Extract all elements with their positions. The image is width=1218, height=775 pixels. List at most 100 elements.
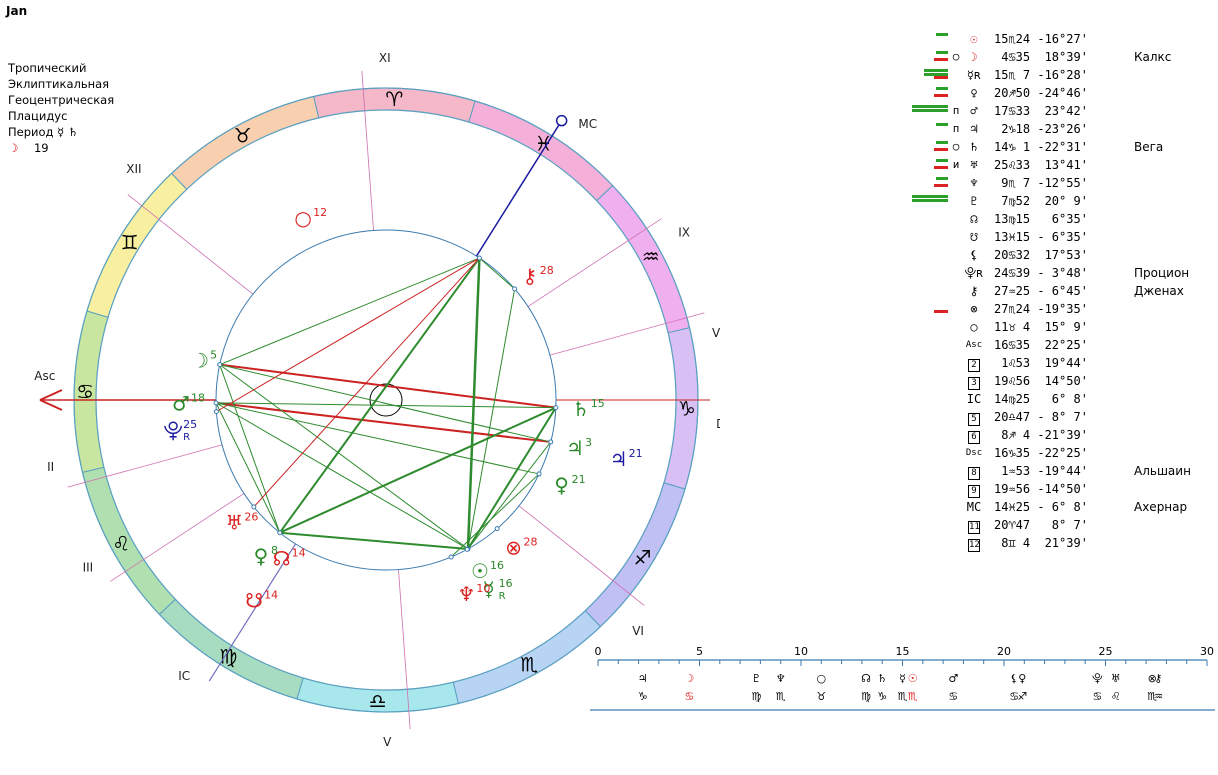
scale-planet-icon: ☽ bbox=[684, 672, 694, 685]
point-glyph-icon: 6 bbox=[964, 426, 984, 444]
aspect-line bbox=[215, 402, 281, 533]
zodiac-sign-glyph: ♈ bbox=[385, 87, 403, 111]
green-bar bbox=[936, 141, 948, 144]
planet-degree-label: 12 bbox=[313, 206, 327, 219]
center-type: Геоцентрическая bbox=[8, 93, 115, 107]
scale-sign-icon: ♑ bbox=[877, 690, 887, 703]
point-glyph-icon: ⊗ bbox=[970, 302, 978, 316]
planet-glyph-icon: ○ bbox=[294, 206, 311, 230]
retrograde-label: R bbox=[499, 591, 506, 602]
strength-bars bbox=[900, 303, 948, 317]
moon-icon: ☽ bbox=[8, 141, 19, 155]
aspect-point bbox=[512, 286, 518, 292]
scale-sign-icon: ♋ bbox=[1009, 690, 1019, 703]
planet-glyph-icon: ⚷ bbox=[522, 264, 537, 288]
planet-degree-label: 5 bbox=[210, 348, 217, 361]
scale-planet-icon: ○ bbox=[816, 672, 826, 685]
scale-planet-icon: ♄ bbox=[877, 672, 887, 685]
strength-bars bbox=[900, 465, 948, 479]
planet-degree-label: 26 bbox=[244, 511, 258, 524]
planet-glyph-icon: ♃ bbox=[610, 447, 628, 471]
strength-bars bbox=[900, 123, 948, 137]
point-glyph-icon: ♇ bbox=[970, 194, 978, 208]
scale-sign-icon: ♍ bbox=[861, 690, 871, 703]
strength-bars bbox=[900, 447, 948, 461]
point-glyph-icon: ☿ʀ bbox=[966, 68, 982, 82]
position-value: 20♐50 -24°46' bbox=[994, 86, 1088, 100]
strength-bars bbox=[900, 357, 948, 371]
point-glyph-icon: ♅ bbox=[970, 158, 978, 172]
fixed-star-name: Процион bbox=[1134, 266, 1190, 280]
house-cusp-line bbox=[67, 444, 223, 488]
position-value: 27♒25 - 6°45' bbox=[994, 284, 1088, 298]
house-label: VI bbox=[632, 624, 644, 638]
scale-sign-icon: ♋ bbox=[1092, 690, 1102, 703]
position-value: 1♌53 19°44' bbox=[994, 356, 1088, 370]
house-label: Dsc bbox=[716, 417, 720, 431]
point-glyph-icon: Asc bbox=[965, 340, 983, 350]
aspect-line bbox=[219, 257, 480, 366]
scale-tick-label: 10 bbox=[794, 645, 808, 658]
point-glyph-icon: ♃ bbox=[970, 122, 978, 136]
strength-bars bbox=[900, 69, 948, 83]
house-label: MC bbox=[578, 117, 597, 131]
position-value: 24♋39 - 3°48' bbox=[994, 266, 1088, 280]
point-glyph-icon: ☽ bbox=[970, 50, 978, 64]
point-glyph-icon: 9 bbox=[964, 480, 984, 498]
strength-bars bbox=[900, 321, 948, 335]
position-value: 19♌56 14°50' bbox=[994, 374, 1088, 388]
period-glyphs: ☿ ♄ bbox=[57, 125, 79, 139]
planet-glyph-icon: ⊗ bbox=[505, 536, 522, 560]
strength-bars bbox=[900, 501, 948, 515]
position-value: 4♋35 18°39' bbox=[994, 50, 1088, 64]
green-bar bbox=[936, 51, 948, 54]
planet-degree-label: 18 bbox=[191, 391, 205, 404]
aspect-line bbox=[467, 288, 516, 550]
aspect-mark: п bbox=[952, 122, 960, 135]
position-value: 15♏24 -16°27' bbox=[994, 32, 1088, 46]
planet-glyph-icon: ♃ bbox=[566, 436, 584, 460]
aspect-line bbox=[219, 363, 556, 409]
scale-tick-label: 30 bbox=[1200, 645, 1214, 658]
planet-degree-label: 14 bbox=[264, 589, 278, 602]
chart-title: Jan bbox=[6, 4, 28, 18]
house-cusp-line bbox=[361, 70, 374, 231]
green-bar bbox=[912, 195, 948, 198]
red-bar bbox=[934, 310, 948, 313]
point-glyph-icon: ♄ bbox=[970, 140, 978, 154]
position-value: 20♈47 8° 7' bbox=[994, 518, 1088, 532]
aspect-line bbox=[450, 473, 540, 558]
position-value: 17♋33 23°42' bbox=[994, 104, 1088, 118]
strength-bars bbox=[900, 231, 948, 245]
scale-sign-icon: ♐ bbox=[1017, 690, 1027, 703]
zodiac-sign-glyph: ♑ bbox=[678, 396, 696, 420]
planet-degree-label: 28 bbox=[540, 264, 554, 277]
green-bar bbox=[936, 33, 948, 36]
position-value: 1♒53 -19°44' bbox=[994, 464, 1088, 478]
house-cusp-line bbox=[110, 493, 245, 582]
scale-planet-icon: ☊ bbox=[861, 672, 871, 685]
asc-arrow-icon bbox=[39, 389, 63, 411]
strength-bars bbox=[900, 519, 948, 533]
position-value: 8♊ 4 21°39' bbox=[994, 536, 1088, 550]
aspect-line bbox=[215, 402, 540, 475]
zodiac-sign-glyph: ♍ bbox=[219, 644, 237, 668]
planet-degree-label: 8 bbox=[271, 544, 278, 557]
planet-degree-label: 21 bbox=[629, 447, 643, 460]
red-bar bbox=[934, 76, 948, 79]
zodiac-sign-glyph: ♎ bbox=[369, 689, 387, 713]
fixed-star-name: Альшаин bbox=[1134, 464, 1191, 478]
zodiac-sign-glyph: ♋ bbox=[76, 380, 94, 404]
position-value: 14♍25 6° 8' bbox=[994, 392, 1088, 406]
natal-chart-wheel[interactable]: ♋♌♍♎♏♐♑♒♓♈♉♊AscIIIIIICVVIDscVIIIIXMCXIXI… bbox=[0, 0, 720, 775]
scale-tick-label: 20 bbox=[997, 645, 1011, 658]
zodiac-sign-glyph: ♉ bbox=[234, 123, 252, 147]
fixed-star-name: Дженах bbox=[1134, 284, 1184, 298]
planet-degree-label: 10 bbox=[476, 582, 490, 595]
house-cusp-line bbox=[549, 312, 705, 356]
house-label: IX bbox=[678, 225, 690, 239]
moon-row: ☽ 19 bbox=[8, 140, 114, 156]
point-glyph-icon: 5 bbox=[964, 408, 984, 426]
house-label: Asc bbox=[34, 369, 55, 383]
red-bar bbox=[934, 166, 948, 169]
